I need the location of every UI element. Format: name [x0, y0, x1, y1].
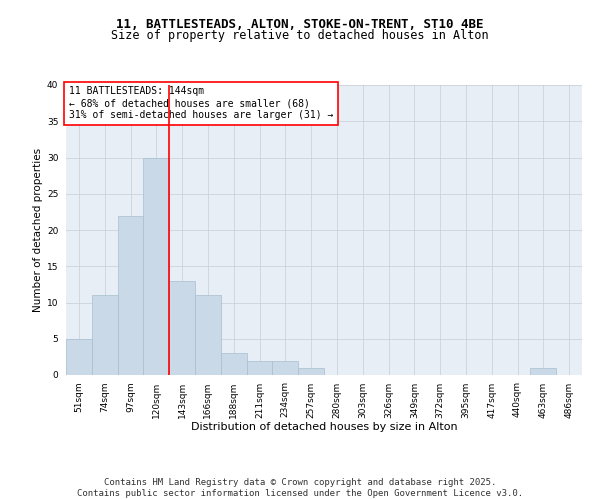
- Bar: [92, 295, 118, 375]
- Text: 11, BATTLESTEADS, ALTON, STOKE-ON-TRENT, ST10 4BE: 11, BATTLESTEADS, ALTON, STOKE-ON-TRENT,…: [116, 18, 484, 30]
- Text: Size of property relative to detached houses in Alton: Size of property relative to detached ho…: [111, 29, 489, 42]
- Bar: [298, 368, 324, 375]
- Bar: [530, 368, 556, 375]
- Bar: [169, 281, 195, 375]
- Bar: [143, 158, 169, 375]
- Bar: [221, 353, 247, 375]
- Text: 11 BATTLESTEADS: 144sqm
← 68% of detached houses are smaller (68)
31% of semi-de: 11 BATTLESTEADS: 144sqm ← 68% of detache…: [68, 86, 333, 120]
- Bar: [66, 339, 92, 375]
- X-axis label: Distribution of detached houses by size in Alton: Distribution of detached houses by size …: [191, 422, 457, 432]
- Text: Contains HM Land Registry data © Crown copyright and database right 2025.
Contai: Contains HM Land Registry data © Crown c…: [77, 478, 523, 498]
- Bar: [247, 360, 272, 375]
- Bar: [272, 360, 298, 375]
- Y-axis label: Number of detached properties: Number of detached properties: [32, 148, 43, 312]
- Bar: [195, 295, 221, 375]
- Bar: [118, 216, 143, 375]
